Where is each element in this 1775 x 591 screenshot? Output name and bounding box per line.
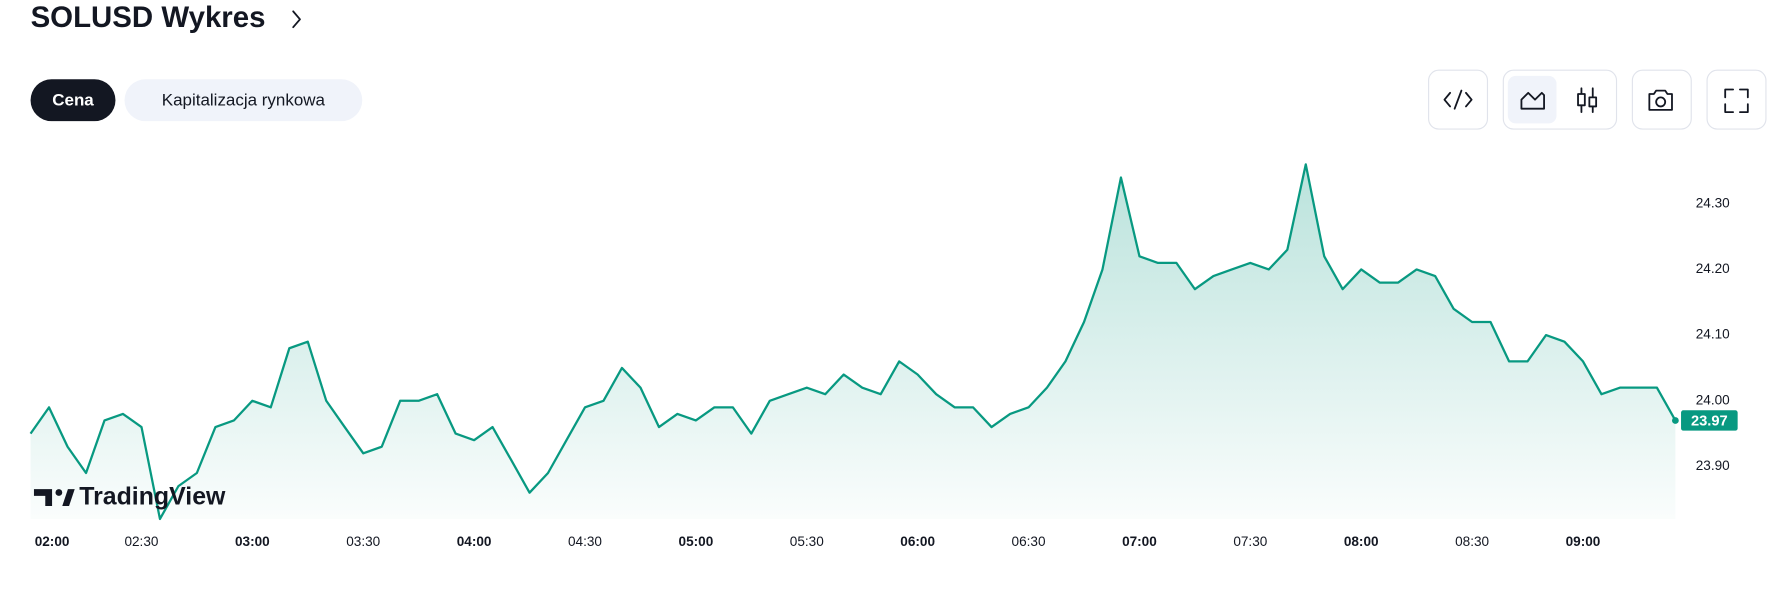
x-tick-label: 06:30 [1012,534,1046,549]
camera-lens [1655,96,1667,108]
fullscreen-icon [1724,88,1749,114]
area-style-button[interactable] [1507,75,1557,124]
last-point [1671,417,1679,424]
page-title: SOLUSD Wykres [31,1,266,34]
area-icon [1520,91,1545,110]
x-tick-label: 09:00 [1566,534,1601,549]
price-line [29,163,1677,521]
x-tick-label: 02:30 [124,534,158,549]
fullscreen-button[interactable] [1706,69,1767,130]
watermark-logo [33,489,75,507]
candle-icon-body [1577,93,1586,107]
y-tick-label: 24.00 [1696,392,1730,407]
price-tag [1681,410,1738,431]
x-tick-label: 05:30 [790,534,824,549]
title-chevron [292,10,301,29]
x-tick-label: 07:00 [1122,534,1157,549]
price-tag-label: 23.97 [1691,413,1728,429]
tab-label: Kapitalizacja rynkowa [162,90,326,109]
snapshot-button[interactable] [1631,69,1692,130]
x-tick-label: 06:00 [900,534,935,549]
x-tick-label: 02:00 [35,534,70,549]
x-tick-label: 08:30 [1455,534,1489,549]
x-tick-label: 05:00 [679,534,714,549]
tab-price[interactable] [30,79,116,122]
x-tick-label: 03:00 [235,534,270,549]
area-fill [30,164,1676,519]
x-tick-label: 07:30 [1233,534,1267,549]
y-tick-label: 24.20 [1696,261,1730,276]
x-tick-label: 03:30 [346,534,380,549]
tab-label: Cena [52,90,94,109]
x-tick-label: 04:30 [568,534,602,549]
y-tick-label: 24.10 [1696,327,1730,342]
x-tick-label: 04:00 [457,534,492,549]
candle-icon-body [1588,96,1598,108]
camera-icon [1648,89,1673,111]
x-tick-label: 08:00 [1344,534,1379,549]
y-tick-label: 23.90 [1696,458,1730,473]
y-tick-label: 24.30 [1696,195,1730,210]
tab-market-cap[interactable] [124,79,363,122]
embed-icon [1443,89,1473,110]
watermark: TradingView [79,483,226,511]
